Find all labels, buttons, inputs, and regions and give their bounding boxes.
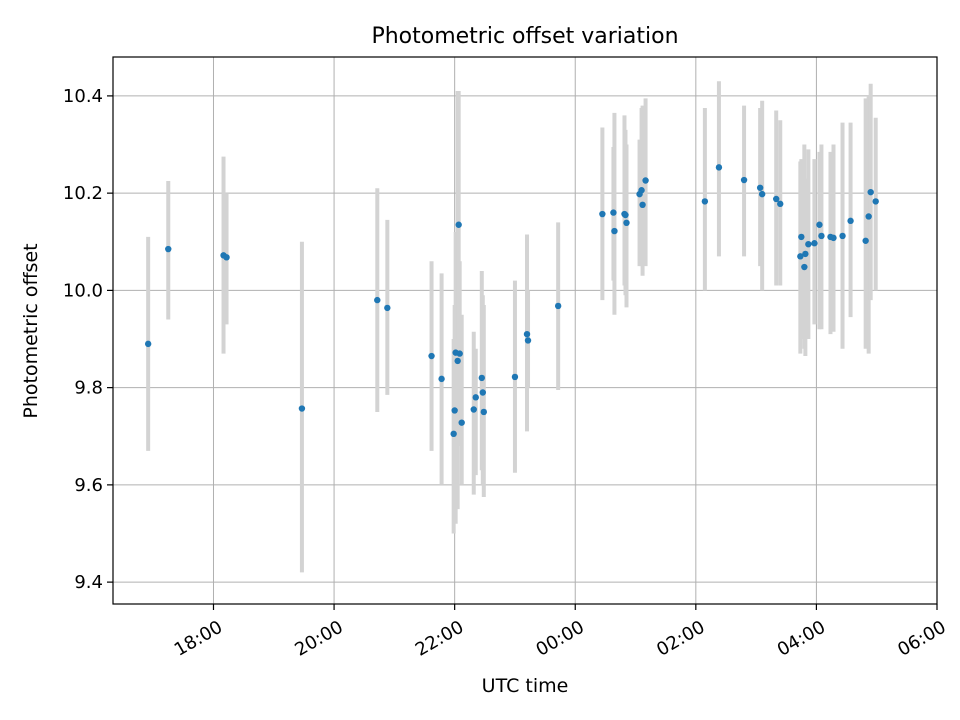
- data-point: [478, 374, 485, 382]
- data-point: [638, 187, 645, 194]
- data-point: [450, 430, 457, 438]
- data-point: [479, 389, 486, 396]
- data-point: [456, 350, 463, 357]
- data-point: [867, 188, 874, 196]
- data-point: [511, 373, 519, 381]
- y-tick-label: 9.8: [74, 378, 103, 399]
- data-point: [438, 375, 445, 383]
- data-point: [740, 176, 748, 184]
- data-point: [797, 253, 804, 260]
- data-point: [622, 211, 629, 219]
- y-axis-ticks: 9.4 9.6 9.8 10.0 10.2 10.4: [63, 86, 113, 593]
- data-point: [610, 209, 617, 216]
- data-point: [454, 357, 461, 365]
- data-point: [451, 407, 458, 414]
- x-tick-label: 22:00: [412, 617, 467, 661]
- data-point: [611, 227, 618, 235]
- x-tick-label: 02:00: [653, 617, 708, 661]
- data-point: [524, 337, 532, 344]
- data-point: [458, 419, 465, 426]
- y-tick-label: 9.4: [74, 572, 103, 593]
- error-bars: [146, 81, 878, 573]
- data-point: [374, 296, 381, 304]
- data-point: [839, 232, 846, 240]
- data-point: [298, 405, 306, 412]
- y-axis-label: Photometric offset: [20, 243, 42, 418]
- data-point: [818, 232, 825, 240]
- data-point: [862, 237, 869, 244]
- data-point: [773, 195, 780, 203]
- data-point: [872, 198, 879, 205]
- grid: [113, 57, 938, 604]
- y-tick-label: 10.0: [63, 280, 103, 301]
- data-point: [715, 164, 723, 171]
- data-point: [480, 408, 487, 416]
- data-point: [599, 210, 606, 218]
- data-point: [777, 200, 784, 208]
- y-tick-label: 9.6: [74, 475, 103, 496]
- data-point: [805, 240, 812, 248]
- data-point: [830, 234, 837, 242]
- data-point: [428, 352, 435, 360]
- y-tick-label: 10.4: [63, 86, 103, 107]
- data-point: [165, 245, 172, 253]
- data-point: [811, 240, 818, 247]
- plot-frame: [112, 56, 938, 605]
- x-tick-label: 20:00: [291, 617, 346, 661]
- data-points: [144, 164, 879, 438]
- data-point: [816, 221, 823, 228]
- data-point: [523, 330, 531, 338]
- y-tick-label: 10.2: [63, 183, 103, 204]
- data-point: [756, 184, 764, 191]
- data-point: [144, 340, 152, 348]
- data-point: [642, 177, 649, 184]
- data-point: [758, 190, 766, 198]
- x-tick-label: 04:00: [774, 617, 829, 661]
- data-point: [623, 219, 630, 227]
- x-axis-label: UTC time: [482, 675, 569, 697]
- data-point: [470, 406, 477, 413]
- data-point: [847, 217, 854, 225]
- data-point: [554, 302, 562, 310]
- data-point: [472, 394, 479, 401]
- data-point: [455, 221, 462, 228]
- data-point: [639, 201, 646, 209]
- data-point: [701, 198, 709, 205]
- x-tick-label: 06:00: [894, 617, 949, 661]
- chart-title: Photometric offset variation: [371, 24, 678, 49]
- data-point: [865, 213, 872, 220]
- x-tick-label: 00:00: [533, 617, 588, 661]
- data-point: [223, 254, 230, 261]
- data-point: [801, 263, 808, 271]
- x-axis-ticks: 18:00 20:00 22:00 00:00 02:00 04:00 06:00: [171, 604, 950, 661]
- data-point: [384, 304, 391, 312]
- data-point: [802, 250, 809, 258]
- x-tick-label: 18:00: [171, 617, 226, 661]
- data-point: [798, 233, 805, 241]
